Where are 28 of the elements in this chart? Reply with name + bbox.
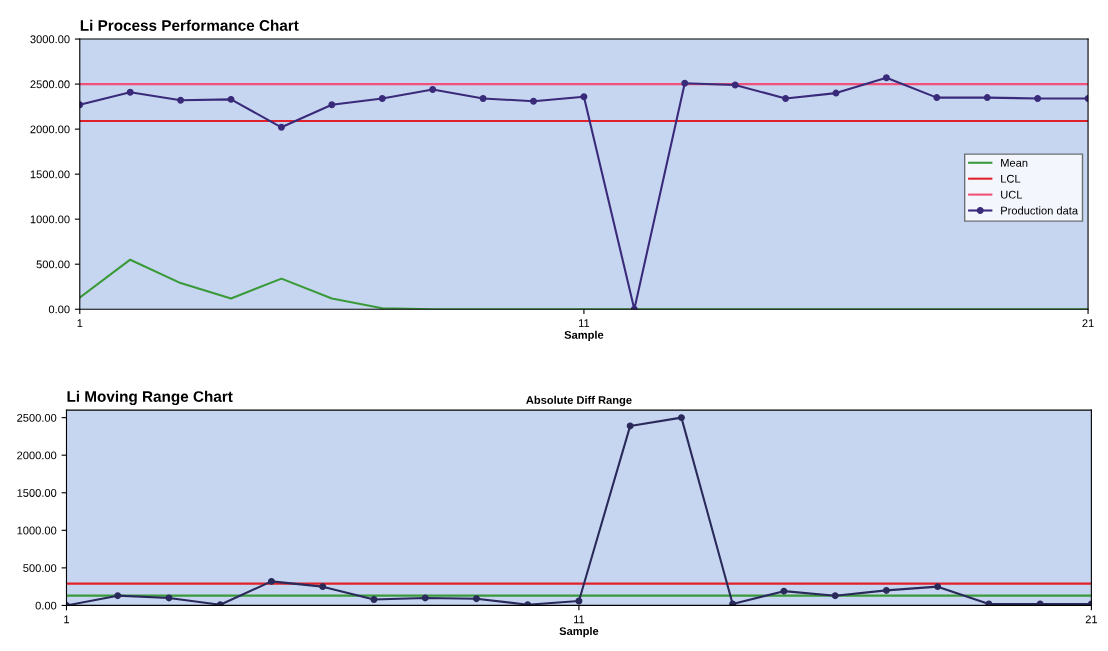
- y-tick-label: 1500.00: [30, 170, 70, 179]
- y-tick-label: 0.00: [48, 305, 70, 314]
- x-tick-label: 1: [64, 615, 70, 624]
- y-tick-label: 0.00: [35, 601, 57, 610]
- x-axis-title: Sample: [564, 330, 604, 342]
- x-tick-label: 1: [77, 319, 83, 327]
- x-tick-label: 11: [578, 319, 590, 327]
- x-tick-label: 21: [1085, 615, 1098, 624]
- chart-title: Li Moving Range Chart: [67, 390, 233, 406]
- y-tick-label: 1000.00: [17, 526, 57, 535]
- y-tick-label: 2500.00: [17, 413, 57, 422]
- y-tick-label: 1000.00: [30, 215, 70, 224]
- legend-label: Mean: [1001, 159, 1028, 167]
- y-tick-label: 500.00: [36, 260, 70, 269]
- x-tick-label: 11: [574, 615, 585, 624]
- chart-subtitle: Absolute Diff Range: [526, 395, 632, 407]
- x-tick-label: 21: [1082, 319, 1094, 327]
- legend-label: UCL: [1001, 190, 1023, 199]
- y-tick-label: 2000.00: [30, 125, 70, 134]
- y-tick-label: 2500.00: [30, 80, 70, 89]
- y-tick-label: 500.00: [23, 564, 57, 573]
- legend-label: Production data: [1001, 206, 1079, 215]
- x-axis-title: Sample: [559, 626, 599, 638]
- chart-title: Li Process Performance Chart: [80, 19, 299, 31]
- y-tick-label: 1500.00: [17, 489, 57, 497]
- legend-label: LCL: [1001, 174, 1021, 183]
- y-tick-label: 3000.00: [30, 35, 70, 44]
- y-tick-label: 2000.00: [17, 451, 57, 460]
